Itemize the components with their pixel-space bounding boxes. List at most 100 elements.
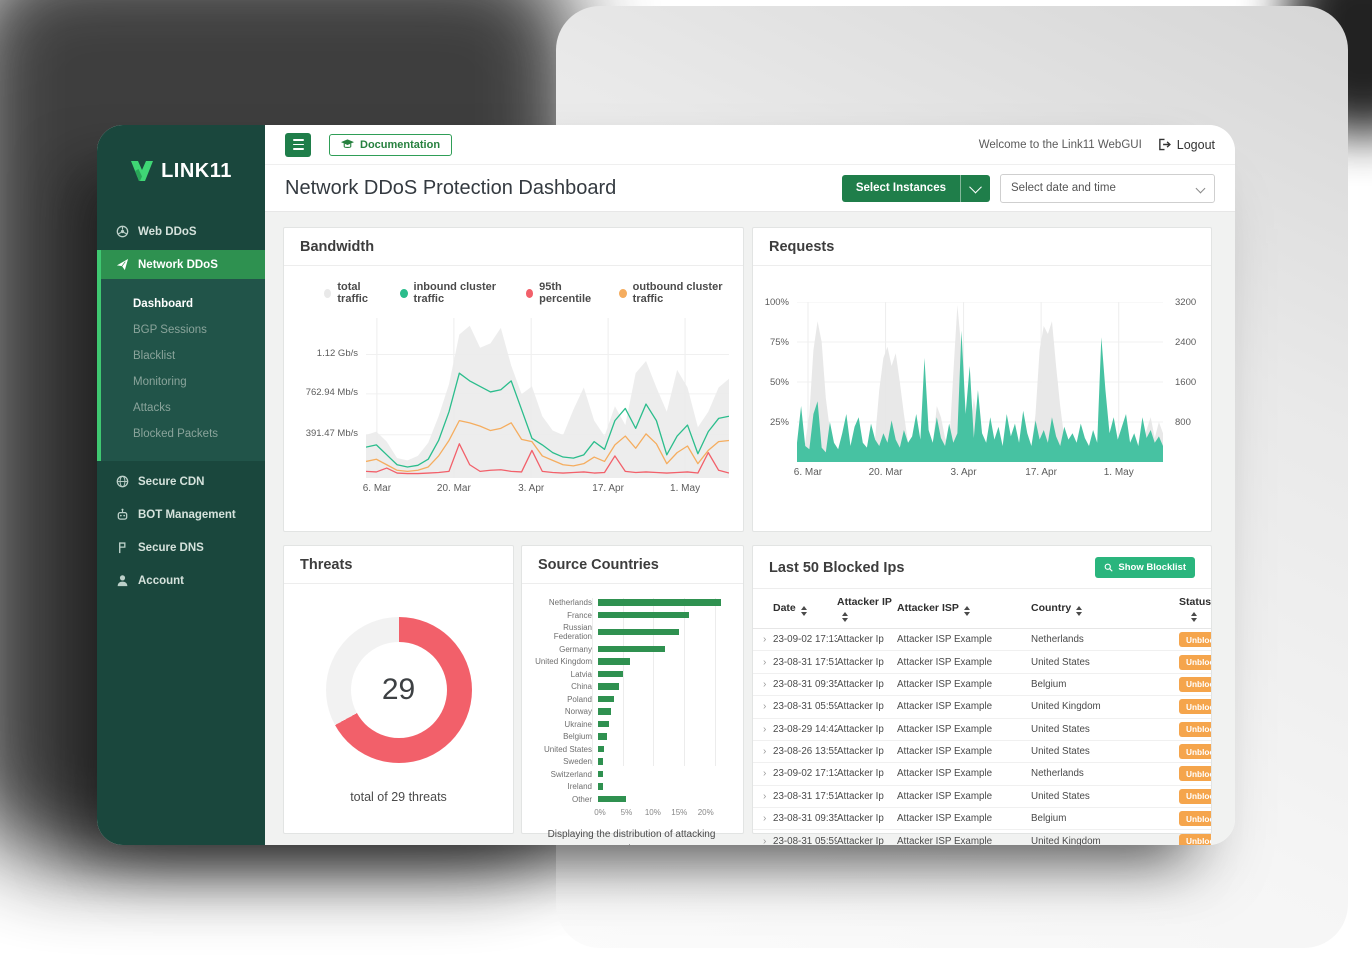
- source-countries-card: Source Countries Netherlands France Russia…: [521, 545, 744, 845]
- y-tick-label: 50%: [769, 377, 789, 388]
- row-expand-icon[interactable]: ›: [753, 718, 773, 741]
- country-bar: [598, 645, 666, 653]
- legend-item: outbound cluster traffic: [619, 281, 735, 305]
- topbar-right: Welcome to the Link11 WebGUI Logout: [979, 138, 1215, 152]
- table-row[interactable]: › 23-08-31 05:59 Attacker Ip Attacker ISP E…: [753, 829, 1211, 845]
- column-header-attacker-isp[interactable]: Attacker ISP: [897, 589, 1031, 629]
- main-area: Documentation Welcome to the Link11 WebG…: [265, 125, 1235, 845]
- x-tick-label: 20. Mar: [868, 467, 903, 478]
- country-label: Russian Federation: [553, 623, 592, 641]
- country-bar-row: Switzerland: [530, 770, 733, 779]
- cell-attacker-ip: Attacker Ip: [837, 650, 897, 674]
- dashboard-content: Bandwidth total traffic inbound cluster …: [265, 212, 1235, 845]
- secure-cdn-icon: [116, 475, 129, 488]
- cell-attacker-isp: Attacker ISP Example: [897, 829, 1031, 845]
- sidebar-item-web-ddos[interactable]: Web DDoS: [97, 217, 265, 246]
- cell-attacker-isp: Attacker ISP Example: [897, 650, 1031, 674]
- column-header-attacker-ip[interactable]: Attacker IP: [837, 589, 897, 629]
- country-bar-row: Poland: [530, 695, 733, 704]
- y-tick-label: 3200: [1175, 297, 1197, 308]
- sidebar-item-dashboard[interactable]: Dashboard: [133, 298, 194, 310]
- sidebar-item-secure-dns[interactable]: Secure DNS: [97, 533, 265, 562]
- chevron-down-icon: [969, 180, 982, 193]
- date-time-select[interactable]: Select date and time: [1000, 173, 1215, 203]
- country-bar: [598, 745, 604, 753]
- country-bar-row: Norway: [530, 707, 733, 716]
- status-badge: Unblocked: [1179, 788, 1211, 804]
- legend-dot-total-traffic: [324, 288, 332, 298]
- country-label: Poland: [567, 694, 592, 704]
- country-label: Belgium: [563, 732, 592, 741]
- cell-attacker-ip: Attacker Ip: [837, 740, 897, 764]
- column-header-date[interactable]: Date: [773, 589, 837, 629]
- sidebar-item-account[interactable]: Account: [97, 566, 265, 595]
- country-label: France: [567, 610, 592, 620]
- status-badge: Unblocked: [1179, 676, 1211, 692]
- sidebar-item-label: Web DDoS: [138, 225, 197, 238]
- table-row[interactable]: › 23-08-26 13:55 Attacker Ip Attacker ISP E…: [753, 740, 1211, 764]
- legend-item: 95th percentile: [525, 281, 603, 305]
- sidebar-item-bgp-sessions[interactable]: BGP Sessions: [133, 324, 207, 336]
- show-blocklist-button[interactable]: Show Blocklist: [1095, 557, 1195, 578]
- sidebar-item-label: Network DDoS: [138, 258, 218, 271]
- row-expand-icon[interactable]: ›: [753, 740, 773, 764]
- row-expand-icon[interactable]: ›: [753, 829, 773, 845]
- documentation-button[interactable]: Documentation: [329, 133, 453, 156]
- cell-country: Belgium: [1031, 807, 1179, 831]
- country-label: Latvia: [570, 669, 592, 679]
- legend-item: inbound cluster traffic: [400, 281, 510, 305]
- table-row[interactable]: › 23-08-31 09:35 Attacker Ip Attacker ISP E…: [753, 807, 1211, 831]
- logout-label: Logout: [1176, 137, 1215, 152]
- table-row[interactable]: › 23-08-31 09:35 Attacker Ip Attacker ISP E…: [753, 673, 1211, 697]
- country-bar-row: Netherlands: [530, 598, 733, 607]
- country-bar-row: Belgium: [530, 732, 733, 741]
- table-row[interactable]: › 23-08-31 17:51 Attacker Ip Attacker ISP E…: [753, 785, 1211, 809]
- logout-button[interactable]: Logout: [1158, 138, 1215, 152]
- cell-attacker-ip: Attacker Ip: [837, 807, 897, 831]
- source-countries-bars: Netherlands France Russian Federation Germa…: [530, 598, 733, 804]
- table-row[interactable]: › 23-09-02 17:13 Attacker Ip Attacker ISP E…: [753, 762, 1211, 786]
- cell-date: 23-08-31 05:59: [773, 829, 837, 845]
- country-label: Germany: [559, 644, 592, 654]
- status-badge: Unblocked: [1179, 766, 1211, 782]
- column-header-country[interactable]: Country: [1031, 589, 1179, 629]
- select-instances-caret[interactable]: [960, 174, 990, 202]
- threats-caption: total of 29 threats: [350, 790, 447, 804]
- row-expand-icon[interactable]: ›: [753, 628, 773, 652]
- source-countries-gridlines: [592, 598, 721, 766]
- table-row[interactable]: › 23-08-29 14:42 Attacker Ip Attacker ISP E…: [753, 718, 1211, 741]
- cell-attacker-ip: Attacker Ip: [837, 785, 897, 809]
- sidebar-item-monitoring[interactable]: Monitoring: [133, 376, 187, 388]
- table-row[interactable]: › 23-08-31 17:51 Attacker Ip Attacker ISP E…: [753, 650, 1211, 674]
- table-row[interactable]: › 23-09-02 17:13 Attacker Ip Attacker ISP E…: [753, 628, 1211, 652]
- country-bar: [598, 670, 624, 678]
- cell-country: United Kingdom: [1031, 695, 1179, 719]
- sidebar-item-attacks[interactable]: Attacks: [133, 402, 171, 414]
- cell-attacker-isp: Attacker ISP Example: [897, 628, 1031, 652]
- status-badge: Unblocked: [1179, 744, 1211, 760]
- select-instances-button[interactable]: Select Instances: [841, 174, 990, 202]
- sidebar-item-bot-management[interactable]: BOT Management: [97, 500, 265, 529]
- country-label: Norway: [564, 707, 592, 716]
- x-tick-label: 17. Apr: [592, 483, 624, 494]
- cell-status: Unblocked: [1179, 718, 1211, 741]
- country-bar-row: China: [530, 682, 733, 691]
- column-header-status[interactable]: Status: [1179, 589, 1211, 629]
- sidebar-item-blacklist[interactable]: Blacklist: [133, 350, 176, 362]
- table-row[interactable]: › 23-08-31 05:59 Attacker Ip Attacker ISP E…: [753, 695, 1211, 719]
- sidebar-item-secure-cdn[interactable]: Secure CDN: [97, 467, 265, 496]
- x-tick-label: 10%: [644, 807, 661, 817]
- row-expand-icon[interactable]: ›: [753, 807, 773, 831]
- row-expand-icon[interactable]: ›: [753, 650, 773, 674]
- cell-country: United States: [1031, 740, 1179, 764]
- row-expand-icon[interactable]: ›: [753, 695, 773, 719]
- sidebar-item-blocked-packets[interactable]: Blocked Packets: [133, 428, 219, 440]
- row-expand-icon[interactable]: ›: [753, 673, 773, 697]
- menu-toggle-button[interactable]: [285, 132, 311, 157]
- x-tick-label: 20. Mar: [436, 483, 471, 494]
- row-expand-icon[interactable]: ›: [753, 785, 773, 809]
- row-expand-icon[interactable]: ›: [753, 762, 773, 786]
- sidebar-item-network-ddos[interactable]: Network DDoS: [101, 250, 265, 279]
- cell-status: Unblocked: [1179, 762, 1211, 786]
- bandwidth-card-title: Bandwidth: [284, 228, 743, 266]
